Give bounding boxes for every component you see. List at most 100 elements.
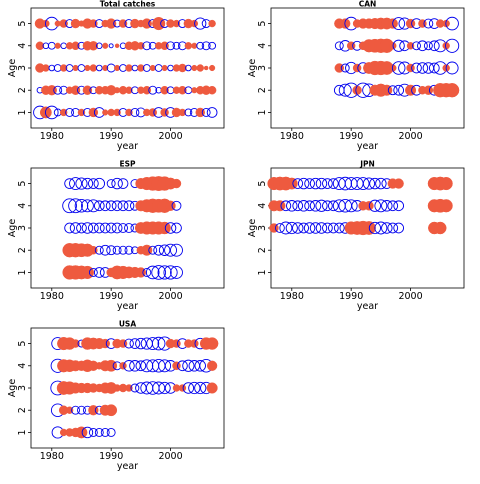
positive-residual-bubble [406,63,415,73]
positive-residual-bubble [172,361,181,371]
positive-residual-bubble [125,384,133,392]
negative-residual-bubble [81,426,94,439]
negative-residual-bubble [96,64,103,72]
negative-residual-bubble [196,41,205,50]
negative-residual-bubble [80,199,94,213]
negative-residual-bubble [105,222,117,234]
negative-residual-bubble [368,199,382,212]
negative-residual-bubble [88,428,98,437]
negative-residual-bubble [158,244,171,256]
negative-residual-bubble [105,200,117,212]
negative-residual-bubble [322,178,333,189]
negative-residual-bubble [182,382,195,394]
negative-residual-bubble [69,222,82,234]
y-tick-label: 1 [257,109,268,115]
negative-residual-bubble [194,381,207,395]
negative-residual-bubble [124,338,134,349]
negative-residual-bubble [64,222,75,234]
negative-residual-bubble [75,177,88,190]
positive-residual-bubble [72,64,79,72]
negative-residual-bubble [328,222,339,234]
negative-residual-bubble [64,178,75,189]
positive-residual-bubble [352,85,362,95]
negative-residual-bubble [428,40,440,52]
y-tick-label: 2 [257,247,268,253]
positive-residual-bubble [191,64,198,72]
negative-residual-bubble [340,63,350,73]
y-tick-label: 4 [17,363,28,369]
negative-residual-bubble [182,359,195,372]
positive-residual-bubble [172,19,181,28]
negative-residual-bubble [369,177,381,190]
negative-residual-bubble [201,41,211,51]
positive-residual-bubble [71,41,80,51]
y-tick-label: 4 [257,203,268,209]
x-tick-label: 2000 [158,131,182,142]
panel-usa: USA 1980 1990 2000 1 2 3 4 5 year Age [7,320,225,472]
negative-residual-bubble [194,17,207,30]
positive-residual-bubble [160,85,169,95]
negative-residual-bubble [93,222,105,234]
y-tick-label: 2 [17,407,28,413]
panel-title: USA [119,320,136,329]
negative-residual-bubble [94,428,104,437]
negative-residual-bubble [171,222,182,234]
panel-title: Total catches [100,0,156,9]
negative-residual-bubble [393,200,405,212]
negative-residual-bubble [96,42,103,50]
negative-residual-bubble [416,62,429,74]
y-tick-label: 3 [17,65,28,71]
x-axis-label: year [117,301,138,312]
y-tick-label: 1 [17,429,28,435]
positive-residual-bubble [203,65,209,71]
positive-residual-bubble [125,64,133,72]
negative-residual-bubble [381,200,393,212]
negative-residual-bubble [163,265,178,280]
positive-residual-bubble [149,64,156,72]
positive-residual-bubble [114,43,120,49]
negative-residual-bubble [297,177,310,190]
negative-residual-bubble [412,41,421,51]
negative-residual-bubble [285,221,298,235]
negative-residual-bubble [60,42,67,50]
negative-residual-bubble [292,200,304,212]
positive-residual-bubble [178,63,187,73]
y-tick-label: 5 [257,181,268,187]
y-tick-label: 3 [17,385,28,391]
negative-residual-bubble [151,336,166,351]
panel-title: CAN [359,0,377,9]
positive-residual-bubble [105,404,118,417]
negative-residual-bubble [45,105,59,120]
negative-residual-bubble [129,338,141,349]
x-tick-label: 2000 [158,291,182,302]
negative-residual-bubble [88,268,98,277]
negative-residual-bubble [445,61,459,75]
x-axis-label: year [357,141,378,152]
positive-residual-bubble [65,406,74,414]
y-tick-label: 1 [17,269,28,275]
negative-residual-bubble [303,222,316,234]
negative-residual-bubble [154,64,163,72]
x-tick-label: 1990 [339,291,363,302]
negative-residual-bubble [152,381,166,395]
y-axis-label: Age [7,219,18,238]
positive-residual-bubble [205,337,219,350]
positive-residual-bubble [77,108,86,117]
positive-residual-bubble [113,108,121,117]
panel-esp: ESP 1980 1990 2000 1 2 3 4 5 year Age [7,160,225,312]
negative-residual-bubble [445,38,460,53]
positive-residual-bubble [196,64,204,72]
positive-residual-bubble [102,109,109,116]
y-tick-label: 4 [257,43,268,49]
negative-residual-bubble [81,177,94,190]
negative-residual-bubble [106,428,116,437]
negative-residual-bubble [201,108,211,117]
negative-residual-bubble [322,222,333,234]
positive-residual-bubble [190,339,199,348]
negative-residual-bubble [135,337,147,350]
positive-residual-bubble [80,265,94,280]
x-tick-label: 1980 [40,291,64,302]
y-tick-label: 3 [257,65,268,71]
positive-residual-bubble [161,64,168,72]
positive-residual-bubble [125,86,133,94]
